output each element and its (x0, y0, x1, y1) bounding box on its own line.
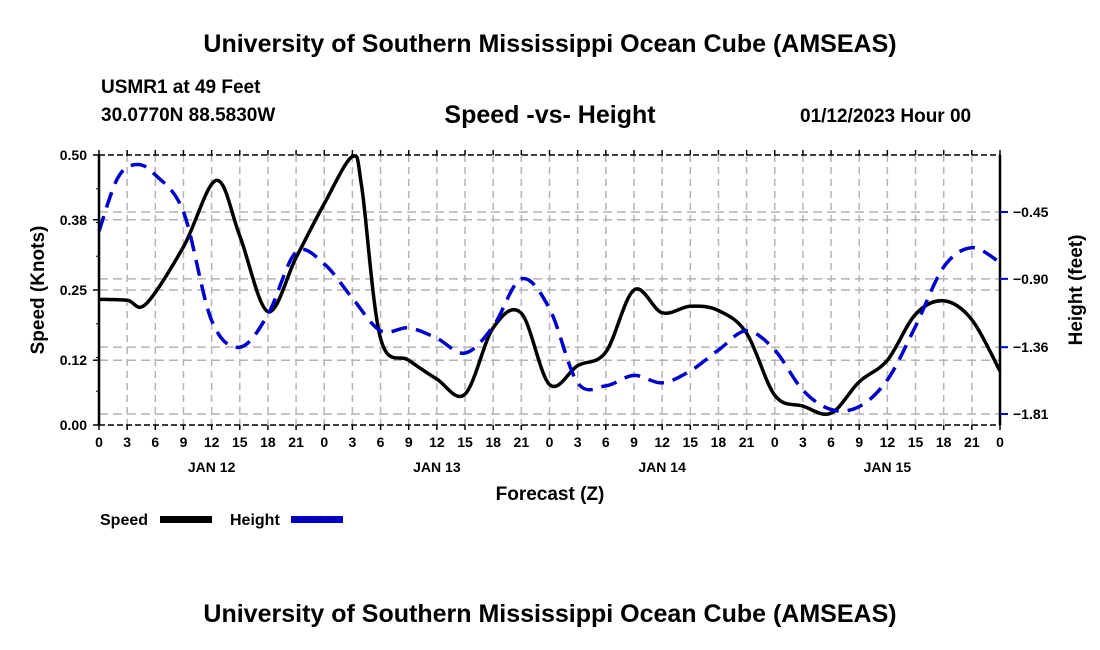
x-day-label: JAN 13 (413, 459, 461, 475)
x-tick-label: 0 (771, 434, 779, 450)
x-tick-label: 21 (288, 434, 304, 450)
x-tick-label: 0 (95, 434, 103, 450)
series-layer (97, 154, 1002, 416)
run-time: 01/12/2023 Hour 00 (800, 106, 972, 127)
x-tick-label: 18 (711, 434, 727, 450)
speed-height-chart: 0 3 6 9 12 15 18 21 0 3 6 9 12 15 18 21 0 3 6 9 12 15 18 21 0 3 6 9… (28, 147, 1087, 529)
x-tick-label: 21 (514, 434, 530, 450)
x-tick-label: 12 (204, 434, 220, 450)
x-tick-label: 3 (349, 434, 357, 450)
main-title: University of Southern Mississippi Ocean… (203, 30, 897, 58)
x-tick-label: 15 (457, 434, 473, 450)
grid (99, 155, 1000, 425)
x-tick-label: 21 (739, 434, 755, 450)
y2-tick-label: −1.36 (1013, 339, 1049, 355)
station-name: USMR1 at 49 Feet (101, 77, 261, 98)
y-axis-title: Speed (Knots) (28, 226, 49, 355)
x-tick-label: 15 (908, 434, 924, 450)
y2-tick-label: −1.81 (1013, 406, 1049, 422)
x-tick-label: 6 (827, 434, 835, 450)
x-tick-label: 12 (654, 434, 670, 450)
x-tick-label: 18 (485, 434, 501, 450)
x-tick-label: 15 (232, 434, 248, 450)
x-tick-label: 6 (602, 434, 610, 450)
x-tick-label: 0 (320, 434, 328, 450)
ticks: 0 3 6 9 12 15 18 21 0 3 6 9 12 15 18 21 0 3 6 9 12 15 18 21 0 3 6 9… (60, 147, 1049, 475)
x-tick-label: 9 (180, 434, 188, 450)
legend-swatch-height (291, 516, 343, 523)
x-tick-label: 0 (546, 434, 554, 450)
y-tick-label: 0.12 (60, 352, 87, 368)
bottom-title: University of Southern Mississippi Ocean… (203, 600, 897, 628)
x-day-label: JAN 15 (864, 459, 912, 475)
y2-tick-label: −0.45 (1013, 204, 1049, 220)
y-tick-label: 0.25 (60, 282, 87, 298)
x-tick-label: 3 (799, 434, 807, 450)
x-tick-label: 3 (574, 434, 582, 450)
x-tick-label: 6 (151, 434, 159, 450)
x-tick-label: 18 (936, 434, 952, 450)
x-tick-label: 3 (123, 434, 131, 450)
station-coords: 30.0770N 88.5830W (101, 105, 276, 126)
y-tick-label: 0.00 (60, 417, 87, 433)
legend-label-speed: Speed (100, 512, 148, 529)
x-tick-label: 9 (630, 434, 638, 450)
x-tick-label: 12 (429, 434, 445, 450)
legend-label-height: Height (230, 512, 280, 529)
y2-axis-title: Height (feet) (1066, 235, 1087, 346)
y2-tick-label: −0.90 (1013, 271, 1049, 287)
x-day-label: JAN 14 (638, 459, 686, 475)
x-day-label: JAN 12 (188, 459, 236, 475)
x-tick-label: 18 (260, 434, 276, 450)
x-tick-label: 15 (682, 434, 698, 450)
chart-title: Speed -vs- Height (444, 101, 656, 129)
x-tick-label: 9 (405, 434, 413, 450)
legend-swatch-speed (160, 516, 212, 523)
x-tick-label: 6 (377, 434, 385, 450)
x-tick-label: 0 (996, 434, 1004, 450)
series-line-height (97, 162, 1001, 413)
x-tick-label: 12 (880, 434, 896, 450)
x-tick-label: 9 (855, 434, 863, 450)
y-tick-label: 0.38 (60, 212, 87, 228)
x-tick-label: 21 (964, 434, 980, 450)
legend: Speed Height (100, 512, 343, 529)
y-tick-label: 0.50 (60, 147, 87, 163)
x-axis-title: Forecast (Z) (496, 484, 605, 505)
